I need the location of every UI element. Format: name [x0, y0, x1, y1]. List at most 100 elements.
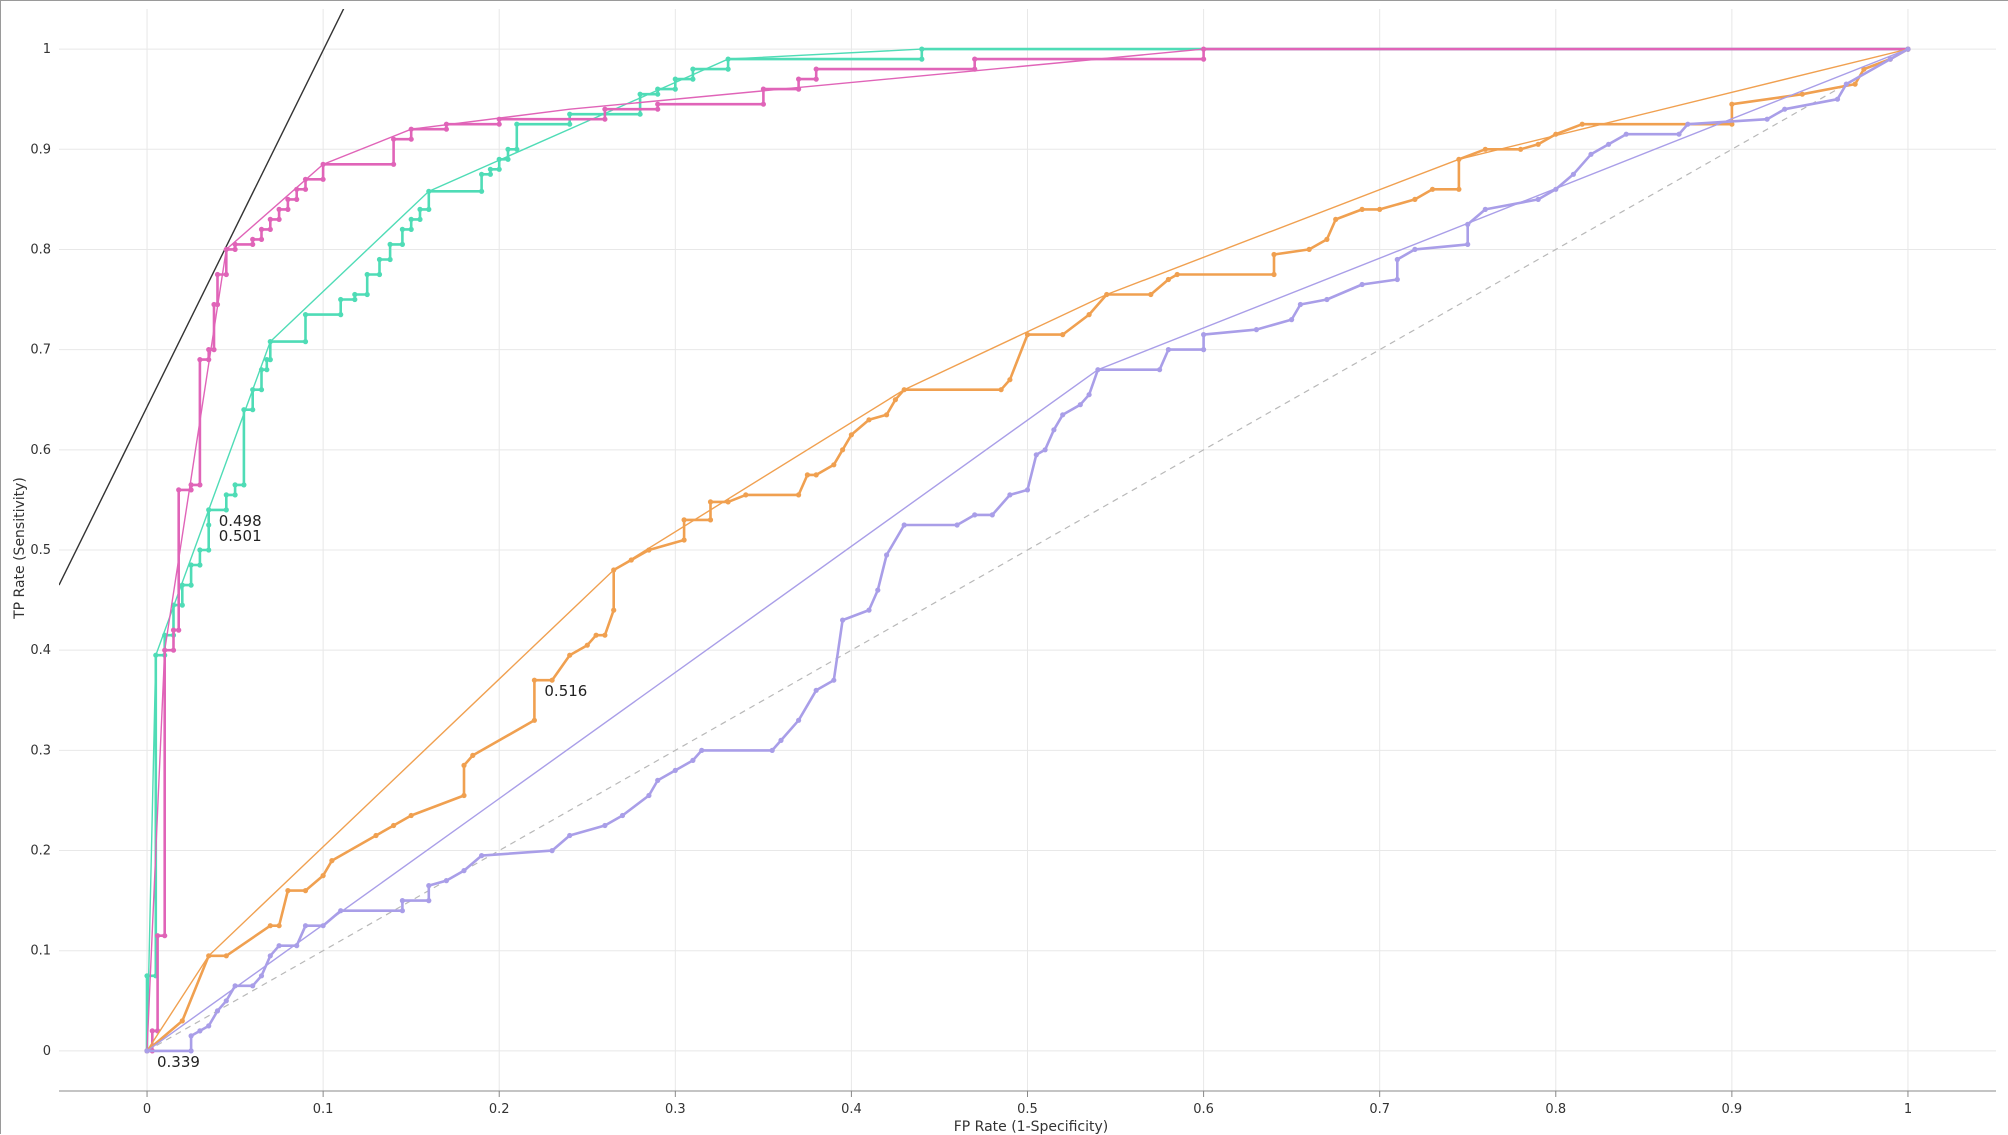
roc-point-1-6: [162, 647, 168, 653]
x-tick-label-9: 0.9: [1722, 1102, 1743, 1117]
roc-point-3-7: [232, 983, 238, 989]
roc-point-0-14: [206, 547, 212, 553]
roc-point-3-55: [1165, 347, 1171, 353]
roc-point-3-51: [1077, 402, 1083, 408]
y-tick-label-8: 0.8: [30, 242, 51, 257]
roc-point-1-29: [267, 226, 273, 232]
roc-point-1-57: [813, 76, 819, 82]
roc-point-0-10: [188, 582, 194, 588]
roc-point-0-30: [267, 339, 273, 345]
roc-point-2-48: [1104, 291, 1110, 298]
roc-point-3-56: [1201, 347, 1207, 353]
roc-point-3-75: [1676, 131, 1682, 137]
roc-point-3-46: [1024, 487, 1031, 493]
roc-point-1-20: [214, 271, 221, 278]
roc-point-0-16: [206, 507, 212, 513]
roc-point-0-11: [188, 562, 194, 568]
roc-point-3-63: [1394, 276, 1400, 283]
roc-point-0-1: [144, 973, 150, 979]
roc-point-2-28: [681, 517, 687, 523]
roc-point-2-23: [611, 607, 617, 613]
roc-point-1-62: [1201, 46, 1207, 52]
roc-point-0-5: [162, 632, 168, 638]
roc-point-3-27: [646, 792, 652, 799]
roc-point-2-63: [1482, 146, 1488, 152]
x-tick-label-3: 0.3: [665, 1102, 686, 1117]
roc-point-3-60: [1297, 301, 1303, 308]
roc-point-1-56: [796, 76, 802, 82]
roc-point-3-42: [954, 522, 960, 528]
roc-point-1-51: [655, 106, 661, 112]
roc-point-2-5: [276, 923, 282, 929]
roc-point-2-60: [1429, 186, 1436, 192]
roc-point-3-74: [1623, 131, 1629, 137]
diagonal-reference: [146, 48, 1909, 1052]
roc-point-2-45: [1024, 332, 1031, 338]
roc-point-3-2: [188, 1033, 194, 1039]
roc-point-2-46: [1060, 332, 1066, 338]
y-tick-label-10: 1: [43, 42, 51, 57]
x-tick-label-8: 0.8: [1545, 1102, 1566, 1117]
roc-point-2-53: [1271, 251, 1277, 258]
roc-point-1-44: [408, 126, 414, 132]
threshold-label-2: 0.516: [544, 682, 587, 700]
roc-point-2-12: [408, 812, 414, 819]
roc-point-3-20: [443, 878, 449, 884]
roc-point-0-52: [479, 171, 485, 177]
roc-point-2-64: [1518, 146, 1524, 152]
roc-point-2-26: [646, 547, 652, 553]
roc-point-3-29: [672, 767, 678, 774]
roc-point-2-49: [1148, 291, 1154, 298]
roc-point-2-33: [796, 492, 802, 498]
roc-point-0-31: [302, 339, 309, 345]
roc-point-1-8: [170, 627, 177, 633]
roc-point-2-66: [1553, 131, 1559, 137]
roc-point-2-21: [593, 632, 599, 638]
roc-point-3-31: [699, 747, 705, 754]
roc-point-3-57: [1201, 332, 1207, 338]
roc-point-1-16: [206, 347, 212, 353]
roc-point-2-29: [707, 517, 714, 523]
roc-point-3-71: [1570, 171, 1576, 177]
roc-point-0-53: [487, 171, 493, 177]
roc-point-3-44: [989, 512, 995, 518]
roc-point-3-72: [1588, 151, 1594, 157]
roc-point-3-25: [602, 822, 608, 829]
roc-point-1-7: [170, 647, 177, 653]
roc-point-3-54: [1157, 367, 1163, 373]
roc-point-0-56: [496, 156, 502, 162]
roc-point-1-40: [320, 161, 326, 167]
roc-point-2-69: [1729, 101, 1735, 107]
roc-point-1-38: [302, 176, 309, 182]
roc-point-1-28: [258, 226, 265, 232]
roc-point-3-48: [1042, 447, 1048, 453]
roc-point-2-42: [901, 387, 907, 393]
y-tick-label-2: 0.2: [30, 844, 51, 859]
roc-point-0-47: [417, 216, 423, 222]
roc-point-3-9: [258, 973, 265, 979]
roc-point-0-15: [206, 522, 212, 528]
roc-point-0-23: [250, 407, 256, 413]
roc-point-3-24: [567, 832, 573, 839]
roc-point-3-0: [144, 1048, 150, 1054]
roc-point-0-13: [197, 547, 203, 553]
roc-point-2-34: [804, 472, 811, 478]
roc-point-3-38: [866, 607, 872, 613]
roc-point-0-19: [232, 492, 238, 498]
roc-point-2-31: [725, 499, 731, 505]
y-tick-label-4: 0.4: [30, 643, 51, 658]
x-tick-label-5: 0.5: [1017, 1102, 1038, 1117]
roc-point-1-61: [1201, 56, 1207, 62]
roc-point-1-55: [796, 86, 802, 92]
roc-point-3-40: [884, 552, 890, 558]
roc-point-2-27: [681, 537, 687, 543]
roc-point-2-16: [531, 717, 538, 723]
roc-point-3-35: [813, 687, 819, 693]
roc-point-3-61: [1324, 296, 1330, 303]
roc-point-1-19: [214, 301, 221, 308]
roc-point-0-20: [232, 482, 238, 488]
roc-point-0-70: [690, 66, 696, 72]
roc-point-2-7: [302, 888, 309, 894]
roc-point-3-34: [796, 717, 802, 723]
